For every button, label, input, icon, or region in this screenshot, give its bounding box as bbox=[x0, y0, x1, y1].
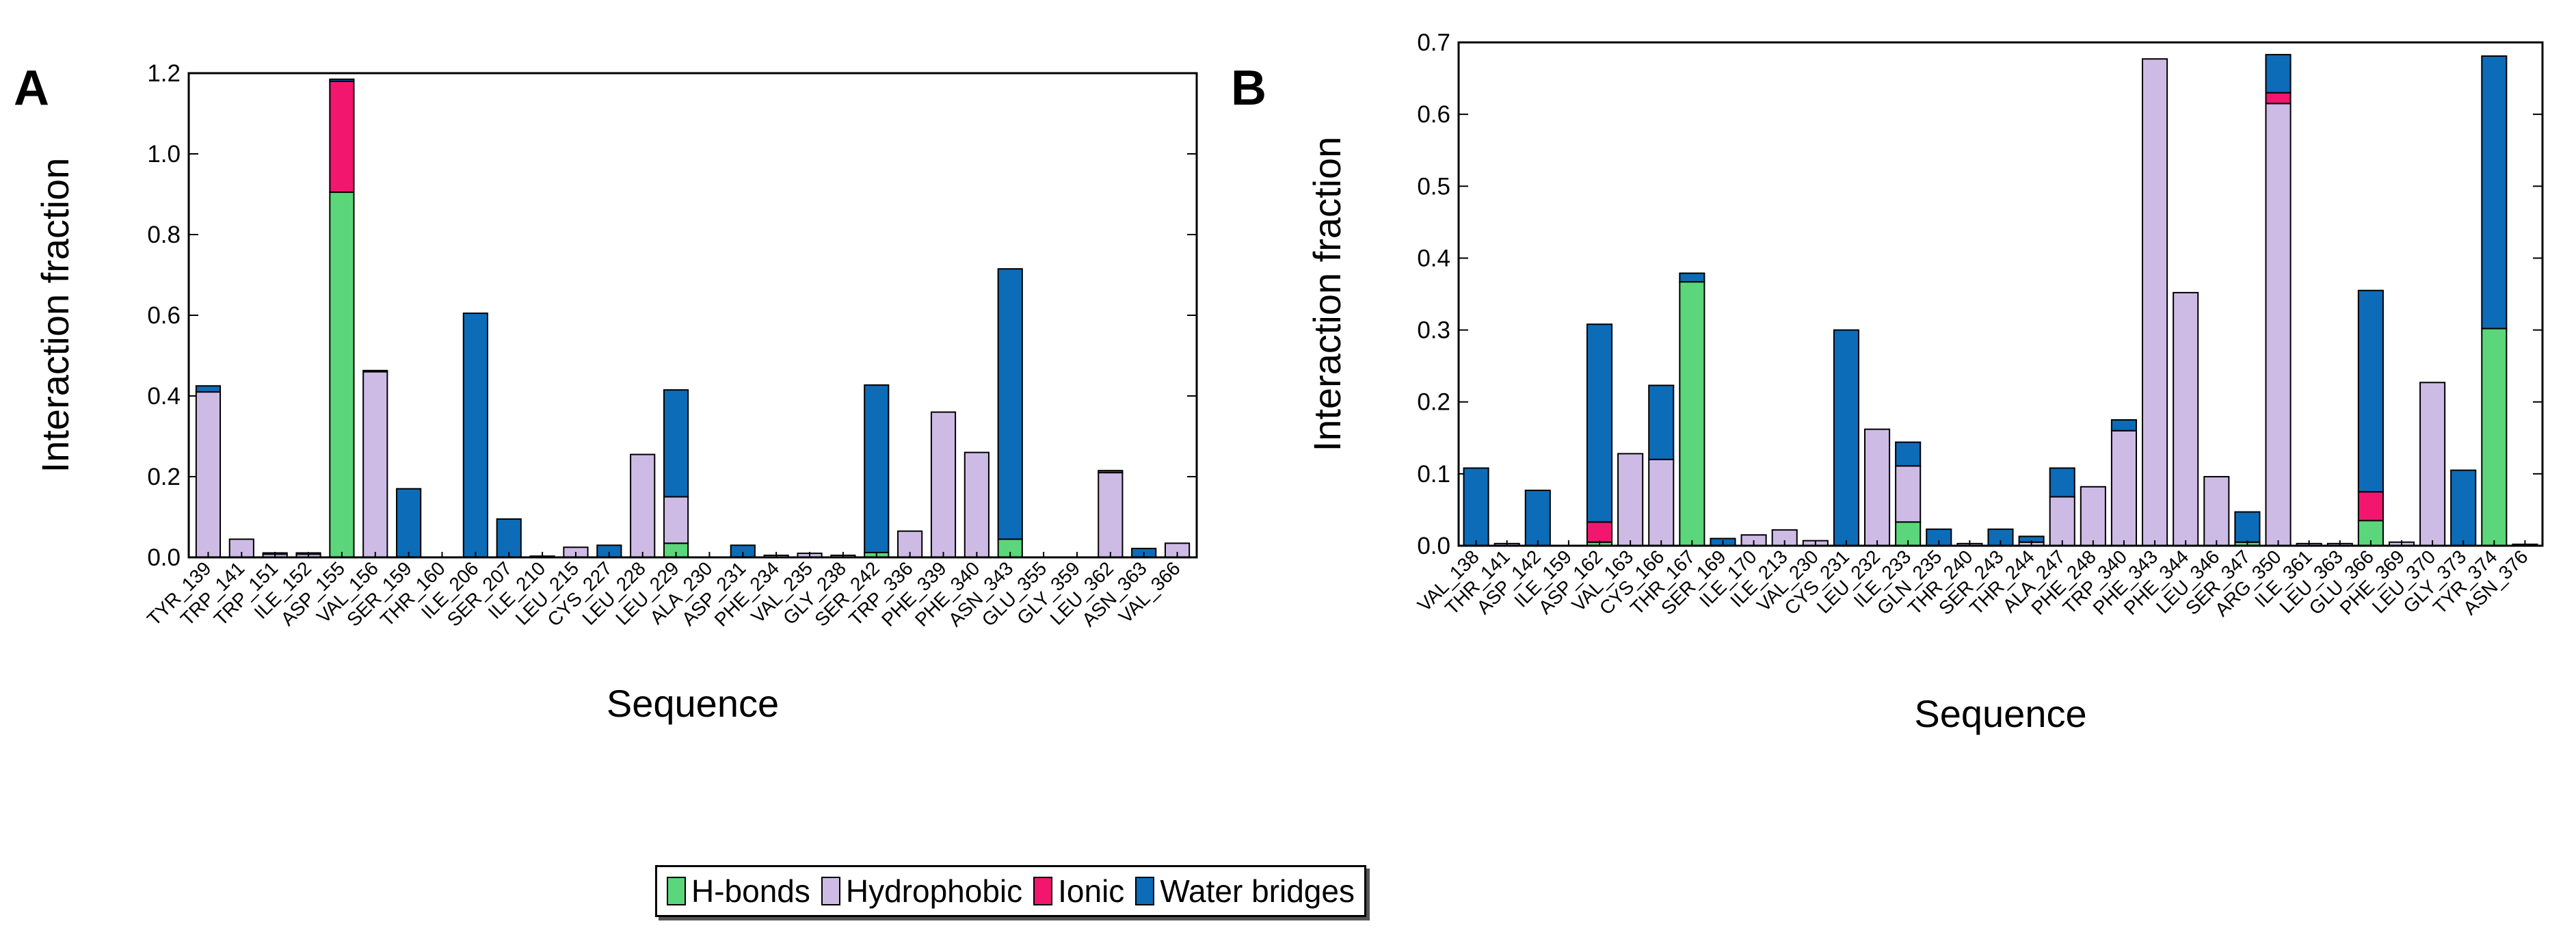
chart-b-ytick-label: 0.5 bbox=[1417, 173, 1450, 200]
chart-a-ytick-label: 1.2 bbox=[147, 60, 181, 87]
chart-a-bar-water bbox=[663, 389, 689, 498]
chart-b-bar-hydrophobic bbox=[1648, 458, 1675, 546]
chart-b-bar-water bbox=[1833, 329, 1859, 546]
chart-b-bar-water bbox=[1895, 441, 1922, 467]
chart-a-bar-water bbox=[496, 518, 522, 559]
legend-swatch-hydrophobic bbox=[821, 877, 840, 905]
chart-b-bar-hydrophobic bbox=[1863, 428, 1891, 546]
legend-label-hbonds: H-bonds bbox=[691, 873, 810, 909]
chart-b-bar-water bbox=[2265, 53, 2292, 94]
chart-a-bar-water bbox=[864, 384, 890, 553]
chart-a-ylabel: Interaction fraction bbox=[34, 158, 77, 473]
chart-a-bar-water bbox=[329, 78, 355, 82]
chart-a-ytick-label: 0.2 bbox=[147, 464, 181, 490]
chart-a-bar-water bbox=[195, 385, 222, 393]
chart-a-bar-hydrophobic bbox=[964, 451, 990, 558]
legend-item-water-bridges: Water bridges bbox=[1135, 873, 1355, 910]
chart-b-bar-water bbox=[2357, 289, 2384, 493]
chart-a-xlabel: Sequence bbox=[607, 682, 779, 725]
chart-b-bar-ionic bbox=[2265, 92, 2292, 105]
chart-a-bar-ionic bbox=[329, 80, 355, 194]
chart-a-ytick-label: 0.8 bbox=[147, 222, 181, 248]
chart-a-bar-water bbox=[462, 313, 488, 558]
chart-b-bar-hydrophobic bbox=[2049, 496, 2075, 547]
chart-b-bar-water bbox=[1648, 384, 1675, 460]
chart-b-frame bbox=[1457, 41, 2544, 547]
chart-a-bar-hydrophobic bbox=[195, 391, 222, 558]
legend-item-hbonds: H-bonds bbox=[667, 873, 810, 910]
chart-b-bar-ionic bbox=[1586, 521, 1613, 543]
legend-item-hydrophobic: Hydrophobic bbox=[821, 873, 1022, 910]
chart-a-bar-water bbox=[997, 268, 1023, 540]
chart-b-ytick-label: 0.3 bbox=[1417, 317, 1450, 344]
chart-a-frame bbox=[187, 72, 1198, 559]
chart-b-bar-water bbox=[2049, 467, 2075, 498]
chart-b-ytick-label: 0.0 bbox=[1417, 533, 1450, 559]
chart-a-bar-hydrophobic bbox=[362, 371, 388, 558]
chart-b-ylabel: Interaction fraction bbox=[1305, 137, 1349, 452]
chart-b-ytick-label: 0.4 bbox=[1417, 245, 1450, 271]
chart-b-bar-hydrophobic bbox=[1895, 465, 1922, 523]
chart-b-bar-water bbox=[1586, 323, 1613, 523]
chart-a-bar-hydrophobic bbox=[930, 411, 957, 558]
legend-item-ionic: Ionic bbox=[1033, 873, 1124, 910]
chart-b-bar-hbonds bbox=[1679, 281, 1705, 546]
chart-b-ytick-label: 0.7 bbox=[1417, 29, 1450, 56]
chart-b-bar-water bbox=[1524, 490, 1551, 546]
panel-label-b: B bbox=[1231, 61, 1266, 116]
chart-a-ytick-label: 0.6 bbox=[147, 302, 181, 329]
chart-b-bar-hbonds bbox=[2481, 328, 2508, 546]
legend-label-water-bridges: Water bridges bbox=[1160, 873, 1355, 909]
chart-a-bar-water bbox=[396, 488, 422, 559]
chart-a-bar-hydrophobic bbox=[228, 538, 254, 559]
chart-b-bar-ionic bbox=[2357, 491, 2384, 522]
legend-swatch-ionic bbox=[1033, 877, 1053, 905]
chart-b-bar-water bbox=[2481, 55, 2508, 330]
chart-b-bar-water bbox=[2450, 469, 2477, 546]
chart-a-bar-hydrophobic bbox=[630, 453, 656, 558]
chart-b-bar-hydrophobic bbox=[2265, 103, 2292, 547]
chart-b-bar-hydrophobic bbox=[2173, 291, 2199, 546]
chart-a-ytick-label: 0.4 bbox=[147, 383, 181, 410]
chart-a-bar-water bbox=[362, 369, 388, 373]
chart-b-bar-hydrophobic bbox=[2080, 486, 2106, 546]
chart-b-bar-hydrophobic bbox=[1617, 453, 1644, 546]
chart-b-bar-hydrophobic bbox=[2142, 58, 2168, 546]
chart-b-bar-water bbox=[2110, 419, 2138, 432]
chart-a-ytick-label: 1.0 bbox=[147, 141, 181, 168]
chart-a-bar-hbonds bbox=[329, 191, 355, 558]
chart-a-bar-hydrophobic bbox=[663, 496, 689, 544]
chart-b-ytick-label: 0.6 bbox=[1417, 101, 1450, 128]
chart-b-bar-water bbox=[1463, 467, 1489, 547]
chart-b-ytick-label: 0.2 bbox=[1417, 389, 1450, 416]
chart-b-bar-water bbox=[2234, 511, 2261, 543]
legend-swatch-hbonds bbox=[667, 877, 686, 905]
chart-b-xlabel: Sequence bbox=[1914, 692, 2086, 735]
chart-b-ytick-label: 0.1 bbox=[1417, 461, 1450, 488]
chart-a-bar-water bbox=[1098, 470, 1124, 474]
legend-label-hydrophobic: Hydrophobic bbox=[845, 873, 1023, 909]
chart-b-bar-water bbox=[1679, 272, 1705, 283]
legend-swatch-water-bridges bbox=[1135, 877, 1155, 905]
chart-legend: H-bonds Hydrophobic Ionic Water bridges bbox=[655, 865, 1366, 917]
chart-b-bar-hydrophobic bbox=[2419, 382, 2446, 547]
chart-b-bar-hydrophobic bbox=[2110, 429, 2138, 546]
chart-a-ytick-label: 0.0 bbox=[147, 544, 181, 571]
chart-a-bar-hydrophobic bbox=[1098, 472, 1124, 558]
chart-b-bar-hydrophobic bbox=[2203, 476, 2230, 547]
legend-label-ionic: Ionic bbox=[1058, 873, 1125, 909]
panel-label-a: A bbox=[14, 61, 49, 116]
